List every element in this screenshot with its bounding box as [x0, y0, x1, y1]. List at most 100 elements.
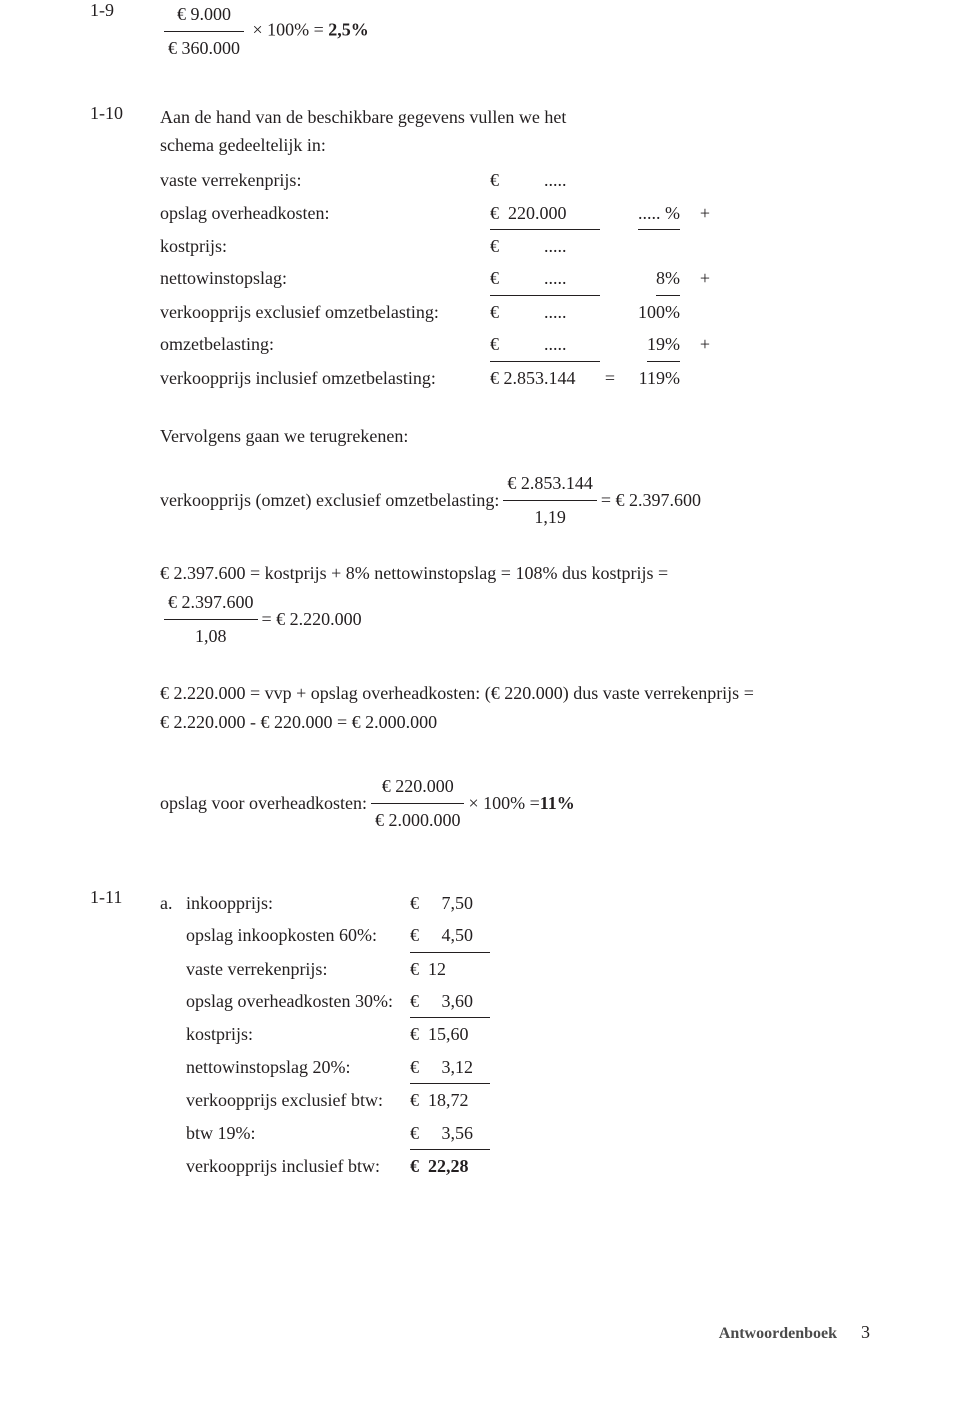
schema-value: € ..... — [490, 230, 600, 262]
schema-value: € 220.000 — [490, 197, 600, 230]
calc-result: 2,5% — [328, 19, 369, 39]
calc-label: opslag inkoopkosten 60%: — [160, 919, 410, 951]
schema-label: vaste verrekenprijs: — [160, 164, 490, 196]
ovk-label: opslag voor overheadkosten: — [160, 789, 367, 818]
calc1-tail: = € 2.397.600 — [601, 486, 701, 515]
vvp-line2: € 2.220.000 - € 220.000 = € 2.000.000 — [160, 708, 870, 737]
schema-value: € ..... — [490, 262, 600, 295]
fraction-numerator: € 9.000 — [164, 0, 244, 32]
ovk-result: 11% — [540, 789, 575, 818]
calc-value: € 22,28 — [410, 1150, 490, 1182]
calc-label: opslag overheadkosten 30%: — [160, 985, 410, 1017]
calc-1: verkoopprijs (omzet) exclusief omzetbela… — [160, 469, 870, 532]
schema-row: vaste verrekenprijs:€ ..... — [160, 164, 870, 196]
schema-row: omzetbelasting:€ ..... 19%+ — [160, 328, 870, 361]
fraction: € 220.000 € 2.000.000 — [371, 772, 465, 835]
schema-value: € 2.853.144 — [490, 362, 600, 394]
calc-row: verkoopprijs exclusief btw:€ 18,72 — [160, 1084, 870, 1116]
question-number: 1-11 — [90, 887, 160, 908]
schema-row: opslag overheadkosten:€ 220.000 ..... %+ — [160, 197, 870, 230]
vvp-block: € 2.220.000 = vvp + opslag overheadkoste… — [160, 679, 870, 737]
calc-label: verkoopprijs inclusief btw: — [160, 1150, 410, 1182]
schema-row: kostprijs:€ ..... — [160, 230, 870, 262]
schema-label: opslag overheadkosten: — [160, 197, 490, 229]
fraction: € 9.000 € 360.000 — [164, 0, 244, 63]
calc-value: € 4,50 — [410, 919, 490, 952]
fraction-denominator: € 360.000 — [164, 32, 244, 63]
kostprijs-block: € 2.397.600 = kostprijs + 8% nettowinsto… — [160, 559, 870, 650]
schema-plus: + — [680, 262, 710, 294]
calc-value: € 15,60 — [410, 1018, 490, 1050]
schema-value: € ..... — [490, 164, 600, 196]
calc-row: kostprijs:€ 15,60 — [160, 1018, 870, 1050]
terug-label: Vervolgens gaan we terugrekenen: — [160, 422, 870, 451]
schema-label: verkoopprijs inclusief omzetbelasting: — [160, 362, 490, 394]
calc-row: verkoopprijs inclusief btw:€ 22,28 — [160, 1150, 870, 1182]
calc-label: nettowinstopslag 20%: — [160, 1051, 410, 1083]
question-1-11: 1-11 a.inkoopprijs:€ 7,50opslag inkoopko… — [90, 887, 870, 1183]
schema-row: nettowinstopslag:€ ..... 8%+ — [160, 262, 870, 295]
kost-tail: = € 2.220.000 — [262, 605, 362, 634]
calc-label: verkoopprijs exclusief btw: — [160, 1084, 410, 1116]
kost-line1: € 2.397.600 = kostprijs + 8% nettowinsto… — [160, 559, 870, 588]
calc-label: kostprijs: — [160, 1018, 410, 1050]
schema-percent: 119% — [620, 362, 680, 394]
question-number: 1-10 — [90, 103, 160, 124]
calc-row: btw 19%:€ 3,56 — [160, 1117, 870, 1150]
schema-value: € ..... — [490, 328, 600, 361]
schema-percent: 19% — [620, 328, 680, 361]
schema-label: verkoopprijs exclusief omzetbelasting: — [160, 296, 490, 328]
fraction-numerator: € 220.000 — [371, 772, 465, 804]
question-number: 1-9 — [90, 0, 160, 21]
fraction-denominator: € 2.000.000 — [371, 804, 465, 835]
fraction-numerator: € 2.397.600 — [164, 588, 258, 620]
vvp-line1: € 2.220.000 = vvp + opslag overheadkoste… — [160, 679, 870, 708]
calc-value: € 3,60 — [410, 985, 490, 1018]
schema-row: verkoopprijs exclusief omzetbelasting:€ … — [160, 296, 870, 328]
footer-page-number: 3 — [861, 1322, 870, 1343]
calc-value: € 3,56 — [410, 1117, 490, 1150]
calc-row: a.inkoopprijs:€ 7,50 — [160, 887, 870, 919]
calc-row: opslag inkoopkosten 60%:€ 4,50 — [160, 919, 870, 952]
fraction: € 2.397.600 1,08 — [164, 588, 258, 651]
intro-line-1: Aan de hand van de beschikbare gegevens … — [160, 103, 870, 132]
schema-label: kostprijs: — [160, 230, 490, 262]
calc-value: € 18,72 — [410, 1084, 490, 1116]
schema-equals: = — [600, 362, 620, 394]
schema-percent: 8% — [620, 262, 680, 295]
schema-label: nettowinstopslag: — [160, 262, 490, 294]
schema-label: omzetbelasting: — [160, 328, 490, 360]
question-body: Aan de hand van de beschikbare gegevens … — [160, 103, 870, 835]
schema-plus: + — [680, 197, 710, 229]
question-body: a.inkoopprijs:€ 7,50opslag inkoopkosten … — [160, 887, 870, 1183]
fraction: € 2.853.144 1,19 — [503, 469, 597, 532]
question-1-9: 1-9 € 9.000 € 360.000 × 100% = 2,5% — [90, 0, 870, 63]
calc-tail: × 100% = — [253, 19, 329, 39]
question-body: € 9.000 € 360.000 × 100% = 2,5% — [160, 0, 870, 63]
question-1-10: 1-10 Aan de hand van de beschikbare gege… — [90, 103, 870, 835]
schema-table: vaste verrekenprijs:€ .....opslag overhe… — [160, 164, 870, 394]
footer-label: Antwoordenboek — [719, 1325, 837, 1343]
ovk-block: opslag voor overheadkosten: € 220.000 € … — [160, 772, 870, 835]
intro-line-2: schema gedeeltelijk in: — [160, 131, 870, 160]
fraction-numerator: € 2.853.144 — [503, 469, 597, 501]
schema-percent: ..... % — [620, 197, 680, 230]
calc-value: € 3,12 — [410, 1051, 490, 1084]
schema-value: € ..... — [490, 296, 600, 328]
fraction-denominator: 1,08 — [164, 620, 258, 651]
calc1-label: verkoopprijs (omzet) exclusief omzetbela… — [160, 486, 499, 515]
schema-row: verkoopprijs inclusief omzetbelasting:€ … — [160, 362, 870, 394]
calc-value: € 7,50 — [410, 887, 490, 919]
sub-letter: a. — [160, 887, 186, 919]
calc-label: vaste verrekenprijs: — [160, 953, 410, 985]
calc-value: € 12 — [410, 953, 490, 985]
calc-row: nettowinstopslag 20%:€ 3,12 — [160, 1051, 870, 1084]
calc-table-111: a.inkoopprijs:€ 7,50opslag inkoopkosten … — [160, 887, 870, 1183]
page-footer: Antwoordenboek 3 — [90, 1322, 870, 1343]
calc-row: opslag overheadkosten 30%:€ 3,60 — [160, 985, 870, 1018]
calc-label: btw 19%: — [160, 1117, 410, 1149]
schema-percent: 100% — [620, 296, 680, 328]
page-content: 1-9 € 9.000 € 360.000 × 100% = 2,5% 1-10… — [0, 0, 960, 1383]
calc-row: vaste verrekenprijs:€ 12 — [160, 953, 870, 985]
schema-plus: + — [680, 328, 710, 360]
